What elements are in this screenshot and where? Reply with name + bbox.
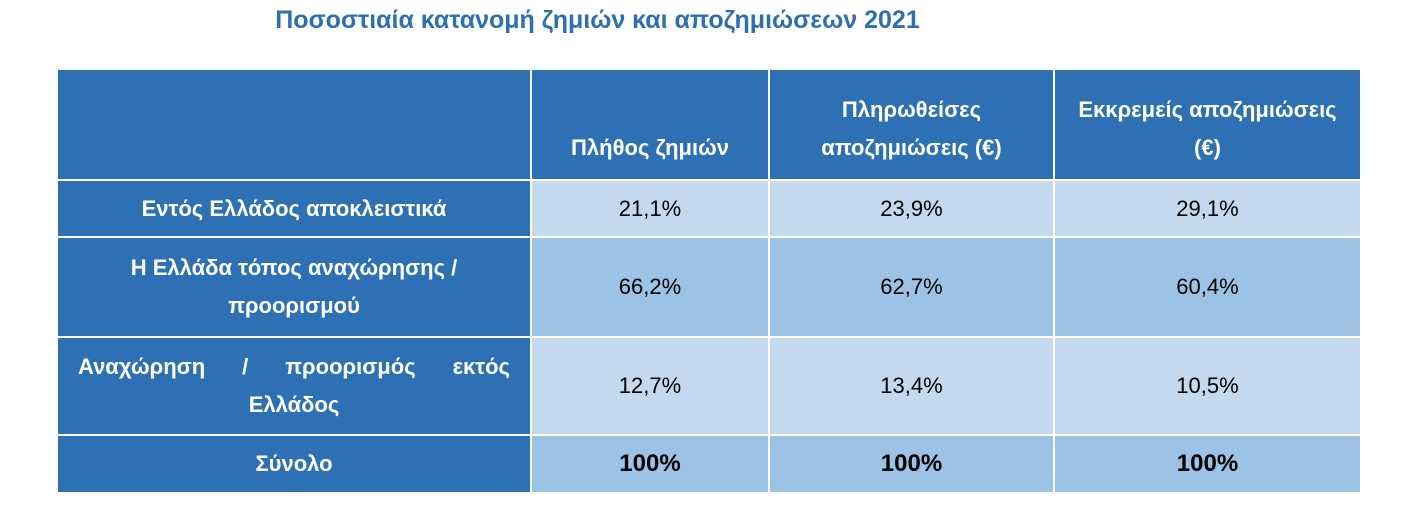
column-header: Πλήθος ζημιών [530,68,770,181]
row-label: Η Ελλάδα τόπος αναχώρησης / προορισμού [56,236,532,338]
cell: 100% [530,434,770,494]
cell: 60,4% [1053,236,1362,338]
column-header: Πληρωθείσες αποζημιώσεις (€) [768,68,1055,181]
row-label: Σύνολο [56,434,532,494]
cell: 10,5% [1053,336,1362,436]
cell: 100% [1053,434,1362,494]
cell: 29,1% [1053,179,1362,238]
cell: 21,1% [530,179,770,238]
cell: 13,4% [768,336,1055,436]
header-corner [56,68,532,181]
table-row: Σύνολο 100% 100% 100% [56,434,1362,494]
title: Ποσοστιαία κατανομή ζημιών και αποζημιώσ… [275,6,920,34]
row-label: Αναχώρηση / προορισμός εκτός Ελλάδος [56,336,532,436]
cell: 100% [768,434,1055,494]
column-header: Εκκρεμείς αποζημιώσεις (€) [1053,68,1362,181]
cell: 12,7% [530,336,770,436]
table-row: Αναχώρηση / προορισμός εκτός Ελλάδος 12,7… [56,336,1362,436]
data-table: Πλήθος ζημιών Πληρωθείσες αποζημιώσεις (€… [56,68,1362,494]
table-body: Εντός Ελλάδος αποκλειστικά 21,1% 23,9% 29,1… [56,179,1362,494]
cell: 62,7% [768,236,1055,338]
table-row: Εντός Ελλάδος αποκλειστικά 21,1% 23,9% 29,1… [56,179,1362,238]
header-row: Πλήθος ζημιών Πληρωθείσες αποζημιώσεις (€… [56,68,1362,181]
cell: 23,9% [768,179,1055,238]
row-label: Εντός Ελλάδος αποκλειστικά [56,179,532,238]
cell: 66,2% [530,236,770,338]
table-row: Η Ελλάδα τόπος αναχώρησης / προορισμού 66… [56,236,1362,338]
